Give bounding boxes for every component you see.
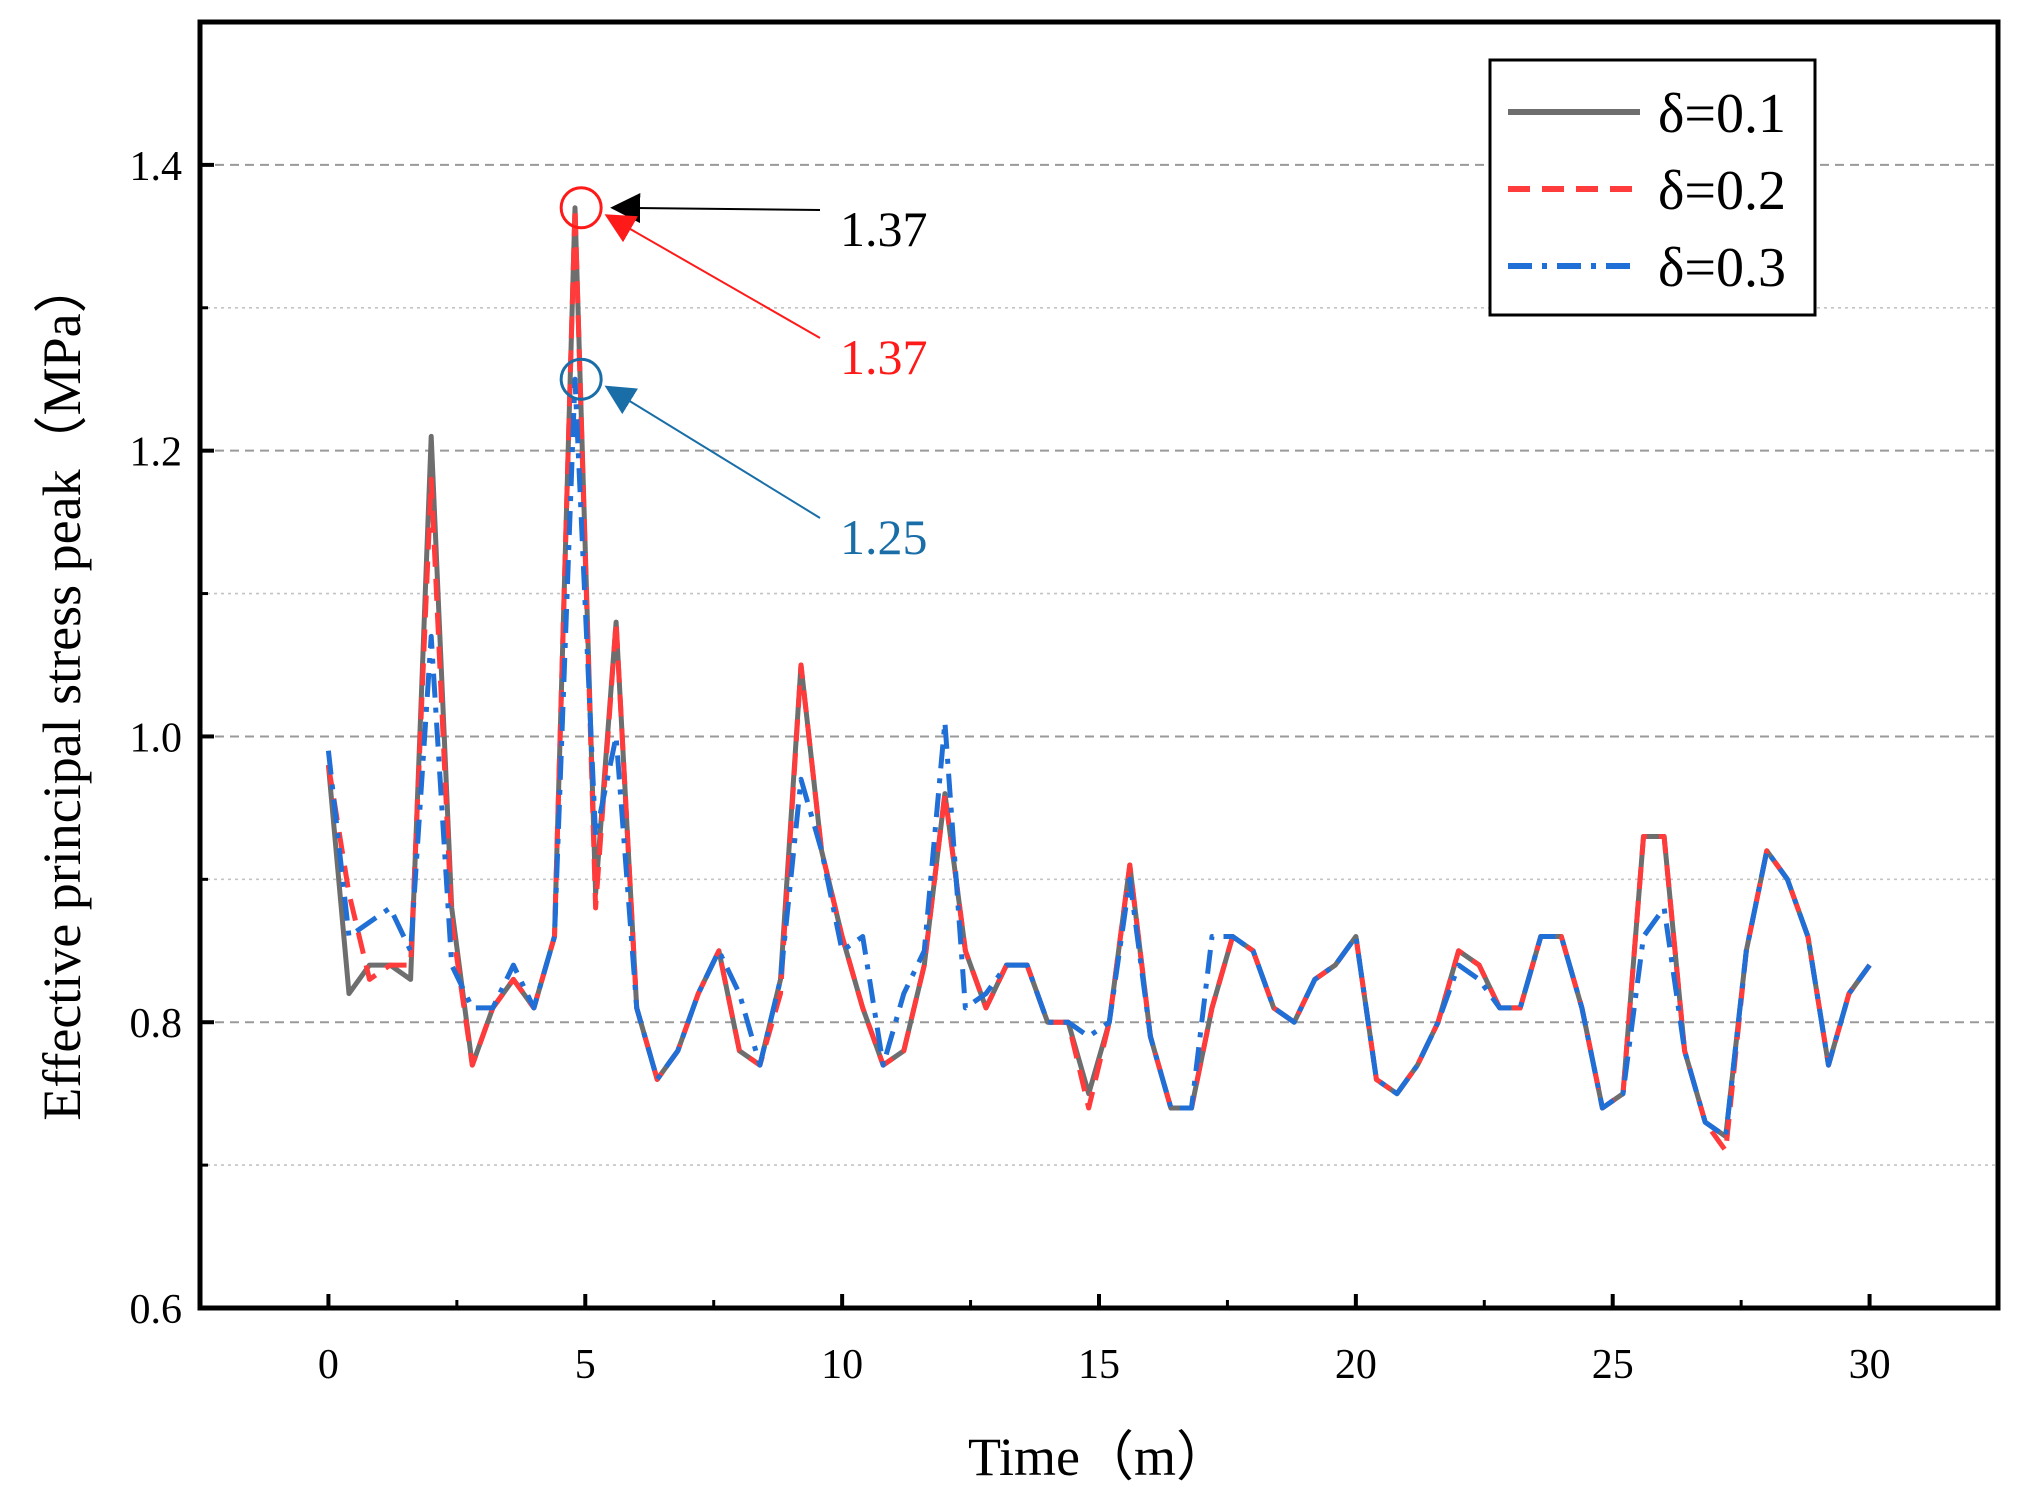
x-tick-label: 15 [1078,1342,1120,1388]
y-tick-label: 1.2 [130,430,183,476]
annotation-arrow-1 [604,214,821,339]
axis-ticks: 0 5 10 15 20 25 30 0.6 0.8 1.0 1.2 1.4 [130,20,1891,1388]
legend-label-1: δ=0.2 [1658,160,1786,222]
annotation-circle-2 [559,357,603,401]
annotation-label-0: 1.37 [840,201,928,257]
x-tick-label: 5 [575,1342,596,1388]
y-axis-title: Effective principal stress peak（MPa） [32,259,92,1120]
legend: δ=0.1 δ=0.2 δ=0.3 [1488,58,1817,317]
annotation-label-1: 1.37 [840,329,928,385]
annotation-arrow-2 [604,385,821,519]
x-tick-label: 0 [318,1342,339,1388]
series-line-2 [325,376,1872,1139]
annotation-label-2: 1.25 [840,509,928,565]
annotation-circle-1 [559,186,603,230]
x-tick-label: 10 [821,1342,863,1388]
y-tick-label: 0.8 [130,1001,183,1047]
x-tick-label: 25 [1592,1342,1634,1388]
annotation-arrow-0 [610,193,821,224]
x-axis-title: Time（m） [968,1427,1230,1487]
legend-label-2: δ=0.3 [1658,237,1786,299]
annotations: 1.37 1.37 1.25 [559,186,928,565]
legend-label-0: δ=0.1 [1658,83,1786,145]
y-tick-label: 0.6 [130,1287,183,1333]
y-tick-label: 1.4 [130,144,183,190]
series-lines [325,205,1872,1154]
x-tick-label: 30 [1849,1342,1891,1388]
x-tick-label: 20 [1335,1342,1377,1388]
y-tick-label: 1.0 [130,715,183,761]
